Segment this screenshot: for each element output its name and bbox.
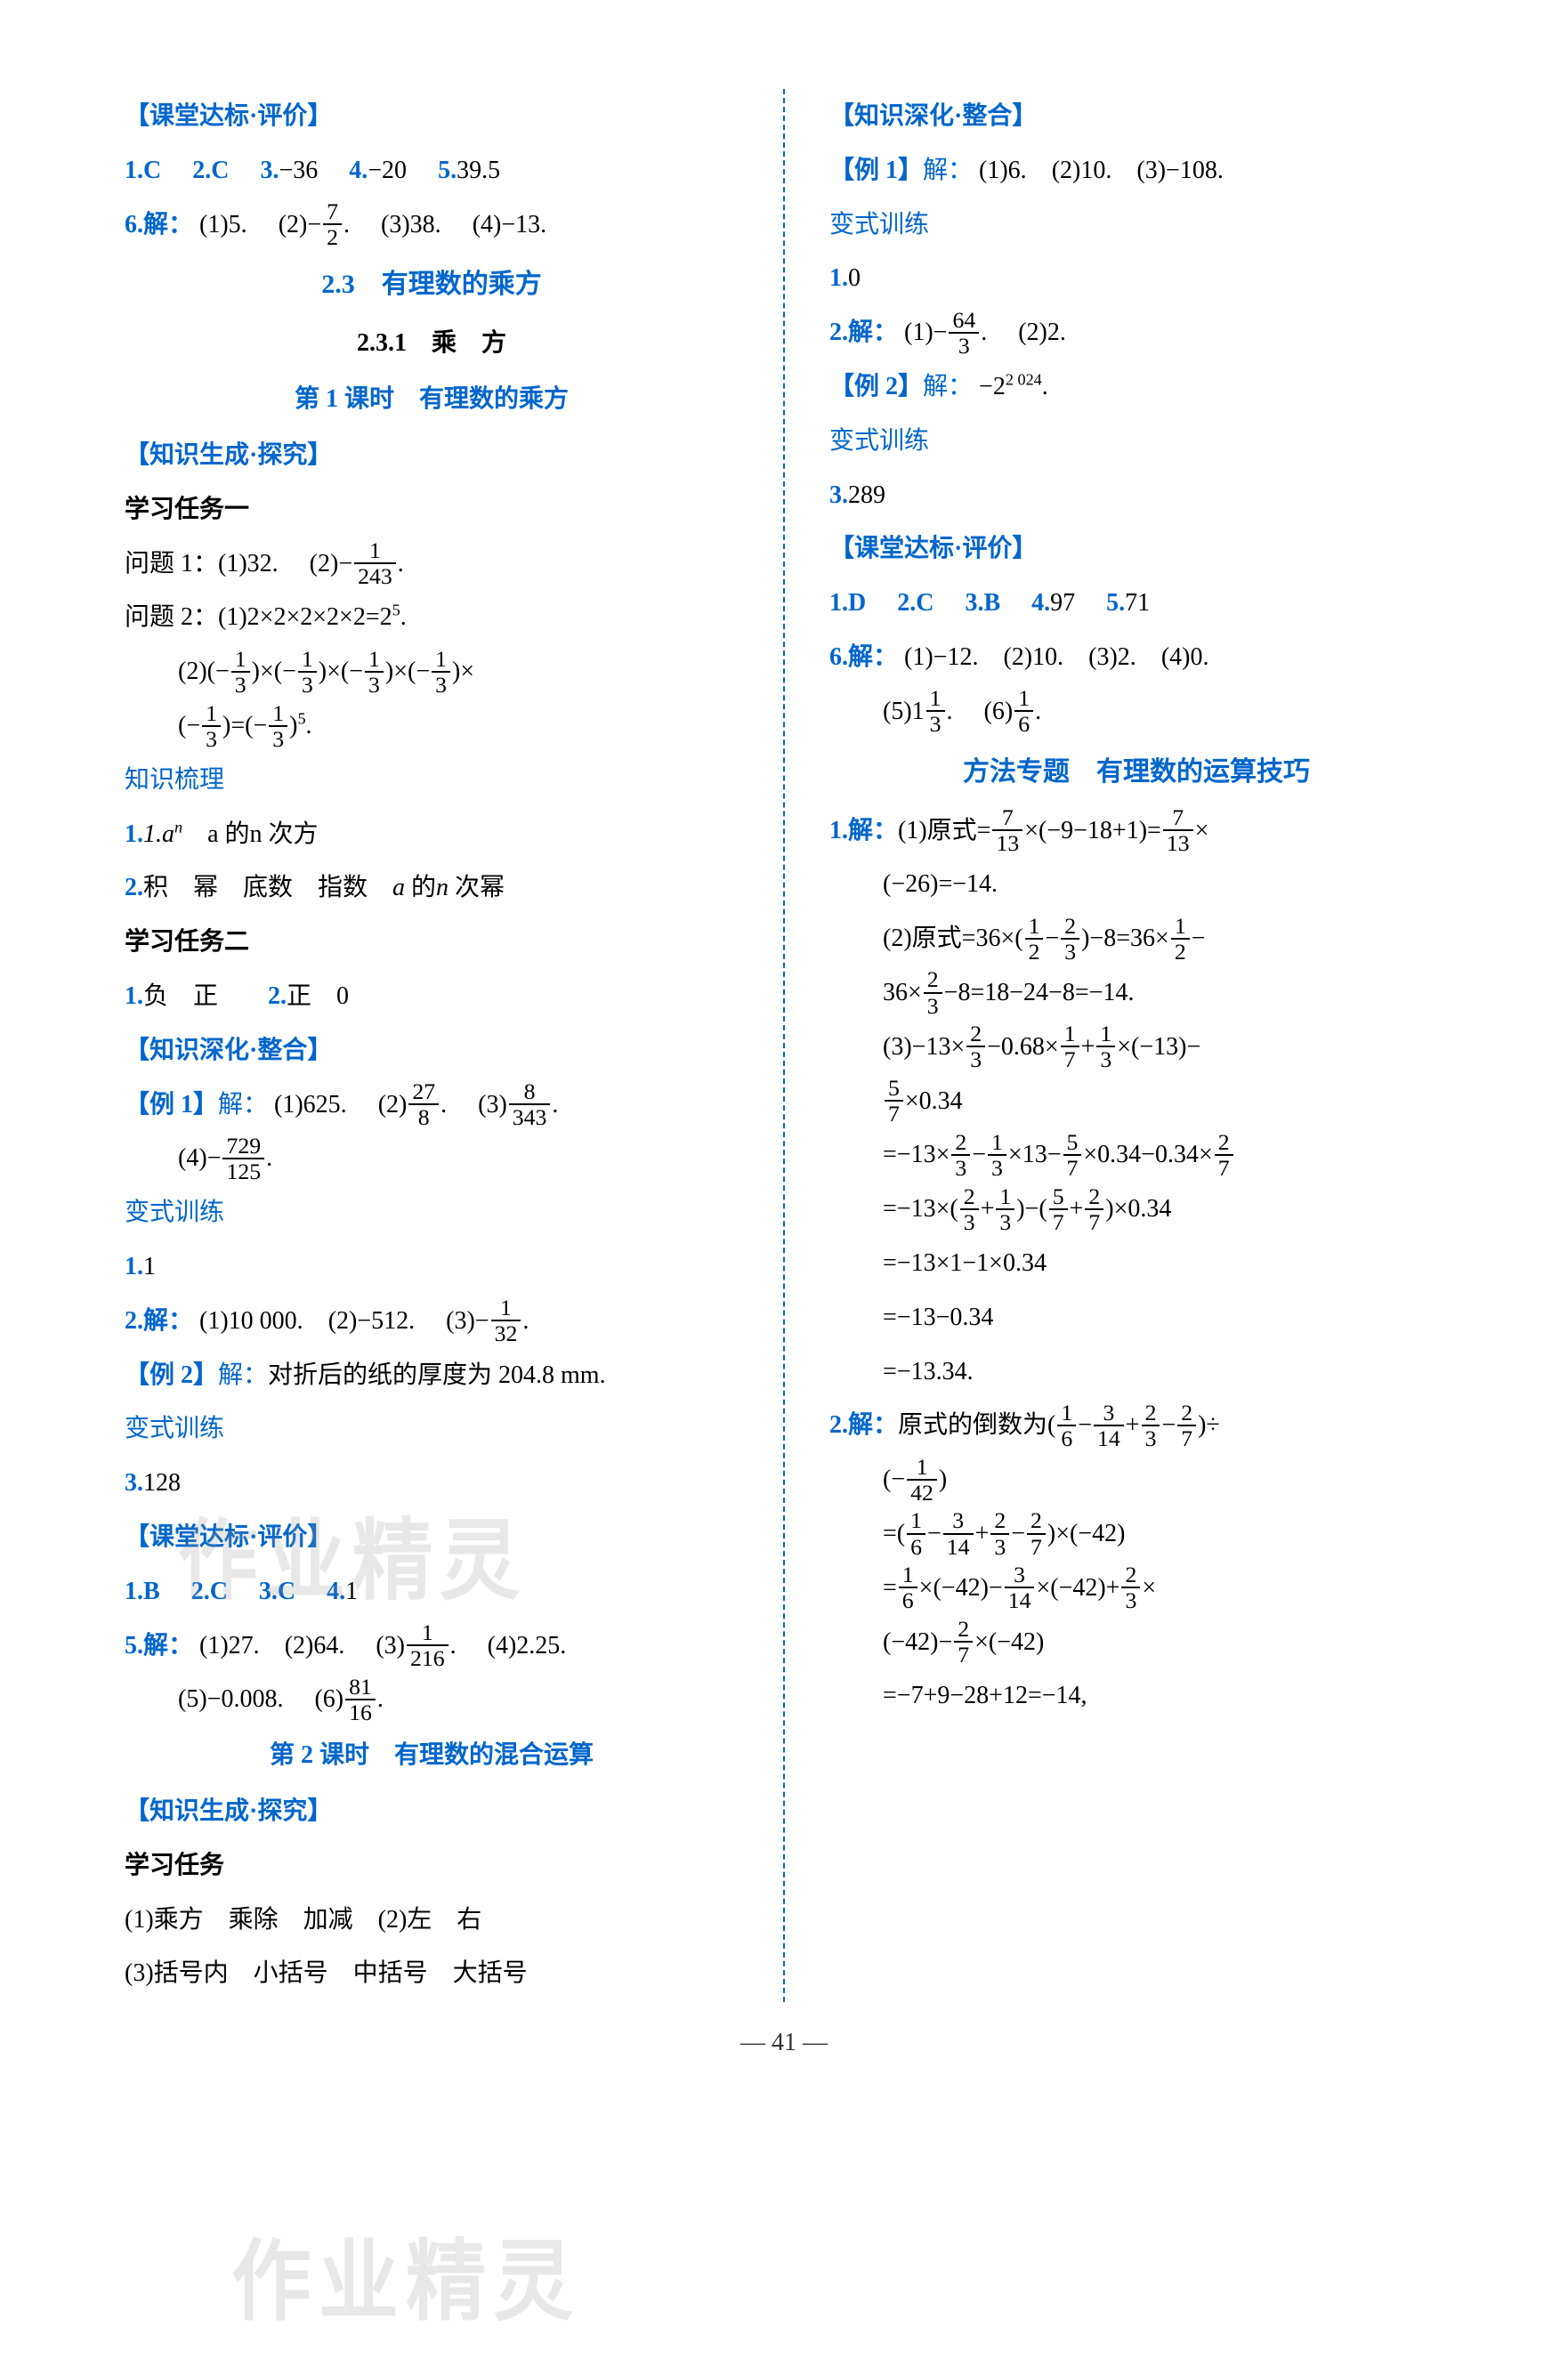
lesson-1: 第 1 课时 有理数的乘方 <box>125 374 739 426</box>
r-heading-ketang: 【课堂达标·评价】 <box>829 523 1443 576</box>
r-kd-row: 1.D 2.C 3.B 4.97 5.71 <box>829 577 1443 630</box>
bs2: 2.解： (1)10 000. (2)−512. (3)−132. <box>125 1296 739 1348</box>
r-kd6: 6.解： (1)−12. (2)10. (3)2. (4)0. <box>829 632 1443 684</box>
method-title: 方法专题 有理数的运算技巧 <box>829 744 1443 800</box>
m2-e: (−42)−27×(−42) <box>829 1617 1443 1669</box>
zs-2: 2.积 幂 底数 指数 a 的n 次幂 <box>125 862 739 915</box>
heading-zhishi-sh: 【知识深化·整合】 <box>125 1025 739 1078</box>
t3-1: (1)乘方 乘除 加减 (2)左 右 <box>125 1894 739 1947</box>
ex1: 【例 1】解： (1)625. (2)278. (3)8343. <box>125 1079 739 1132</box>
task-3: 学习任务 <box>125 1840 739 1893</box>
r-bs3: 3.289 <box>829 470 1443 522</box>
heading-zhishi-sc: 【知识生成·探究】 <box>125 430 739 482</box>
t3-2: (3)括号内 小括号 中括号 大括号 <box>125 1948 739 2000</box>
m2-f: =−7+9−28+12=−14, <box>829 1670 1443 1723</box>
r-bs2: 2.解： (1)−643. (2)2. <box>829 307 1443 359</box>
zs-1: 1.1.an a 的n 次方 <box>125 809 739 861</box>
r-bs1: 1.0 <box>829 253 1443 305</box>
right-column: 【知识深化·整合】 【例 1】解： (1)6. (2)10. (3)−108. … <box>829 89 1443 2002</box>
m2-c: =(16−314+23−27)×(−42) <box>829 1508 1443 1561</box>
t2-row: 1.负 正 2.正 0 <box>125 971 739 1023</box>
r-bsxl-2: 变式训练 <box>829 416 1443 468</box>
section-2-3: 2.3 有理数的乘方 <box>125 256 739 312</box>
kd5: 5.解： (1)27. (2)64. (3)1216. (4)2.25. <box>125 1620 739 1673</box>
zhishi-shuli: 知识梳理 <box>125 755 739 807</box>
bs3: 3.128 <box>125 1458 739 1510</box>
bsxl-1: 变式训练 <box>125 1187 739 1240</box>
column-divider <box>783 89 785 2002</box>
m1-c5: =−13×1−1×0.34 <box>829 1238 1443 1290</box>
m2-d: =16×(−42)−314×(−42)+23× <box>829 1563 1443 1615</box>
m2: 2.解：原式的倒数为(16−314+23−27)÷ <box>829 1400 1443 1452</box>
answer-6: 6.解： (1)5. (2)−72. (3)38. (4)−13. <box>125 199 739 252</box>
q1: 问题 1：(1)32. (2)−1243. <box>125 538 739 591</box>
m1-c2: 57×0.34 <box>829 1076 1443 1128</box>
page-container: 【课堂达标·评价】 1.C 2.C 3.−36 4.−20 5.39.5 6.解… <box>125 89 1443 2002</box>
kd-row: 1.B 2.C 3.C 4.1 <box>125 1566 739 1619</box>
r-ex1: 【例 1】解： (1)6. (2)10. (3)−108. <box>829 145 1443 198</box>
m1-c: (3)−13×23−0.68×17+13×(−13)− <box>829 1022 1443 1074</box>
m1-b: (2)原式=36×(12−23)−8=36×12− <box>829 913 1443 965</box>
m1-c7: =−13.34. <box>829 1346 1443 1399</box>
heading-zhishi-sc-2: 【知识生成·探究】 <box>125 1786 739 1838</box>
q2-1: 问题 2：(1)2×2×2×2×2=25. <box>125 592 739 644</box>
m1-c3: =−13×23−13×13−57×0.34−0.34×27 <box>829 1129 1443 1182</box>
m1-c6: =−13−0.34 <box>829 1292 1443 1345</box>
m1-a2: (−26)=−14. <box>829 859 1443 911</box>
r-ex2: 【例 2】解： −22 024. <box>829 361 1443 414</box>
ex1-d: (4)−729125. <box>125 1133 739 1185</box>
m1-a: 1.解：(1)原式=713×(−9−18+1)=713× <box>829 805 1443 858</box>
heading-ketang-2: 【课堂达标·评价】 <box>125 1512 739 1564</box>
r-kd6-ef: (5)113. (6)16. <box>829 686 1443 739</box>
r-bsxl-1: 变式训练 <box>829 199 1443 252</box>
ex2: 【例 2】解：对折后的纸的厚度为 204.8 mm. <box>125 1350 739 1402</box>
kd5-ef: (5)−0.008. (6)8116. <box>125 1674 739 1726</box>
section-2-3-1: 2.3.1 乘 方 <box>125 318 739 370</box>
bsxl-2: 变式训练 <box>125 1403 739 1456</box>
m1-c4: =−13×(23+13)−(57+27)×0.34 <box>829 1183 1443 1236</box>
answer-row: 1.C 2.C 3.−36 4.−20 5.39.5 <box>125 145 739 198</box>
m2-b: (−142) <box>829 1454 1443 1506</box>
page-number: — 41 — <box>125 2029 1443 2057</box>
m1-b2: 36×23−8=18−24−8=−14. <box>829 967 1443 1020</box>
watermark-2: 作业精灵 <box>231 2210 580 2338</box>
q2-3: (−13)=(−13)5. <box>125 700 739 753</box>
heading-ketang: 【课堂达标·评价】 <box>125 91 739 143</box>
left-column: 【课堂达标·评价】 1.C 2.C 3.−36 4.−20 5.39.5 6.解… <box>125 89 739 2002</box>
q2-2: (2)(−13)×(−13)×(−13)×(−13)× <box>125 646 739 699</box>
r-heading-zhishi-sh: 【知识深化·整合】 <box>829 91 1443 143</box>
bs1-1: 1.1 <box>125 1241 739 1294</box>
lesson-2: 第 2 课时 有理数的混合运算 <box>125 1730 739 1782</box>
task-1: 学习任务一 <box>125 484 739 537</box>
task-2: 学习任务二 <box>125 917 739 969</box>
